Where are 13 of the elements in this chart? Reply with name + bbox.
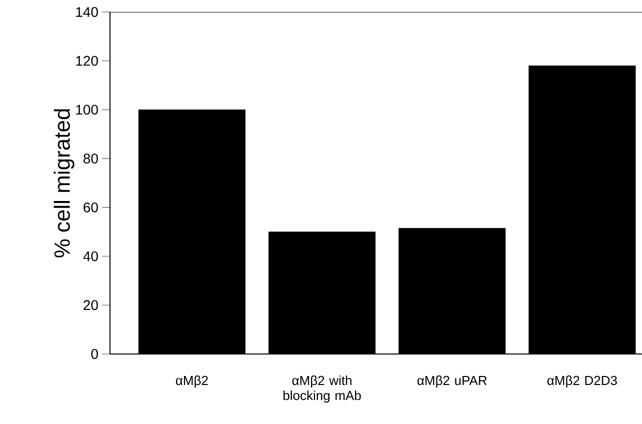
y-tick-label: 100 <box>76 104 98 115</box>
y-tick-label: 40 <box>83 251 98 262</box>
x-tick-label: αMβ2 <box>176 376 208 388</box>
y-tick-label: 140 <box>76 7 98 17</box>
y-tick-label: 120 <box>76 56 98 66</box>
y-axis-title: % cell migrated <box>54 109 74 258</box>
y-tick-label: 80 <box>84 154 98 164</box>
x-tick-label: αMβ2 uPAR <box>417 376 487 388</box>
y-tick-label: 0 <box>91 349 98 359</box>
y-tick-label: 20 <box>84 300 98 310</box>
x-tick-label: αMβ2 D2D3 <box>547 376 617 388</box>
x-tick-label: αMβ2 with blocking mAb <box>283 376 361 403</box>
y-tick-label: 60 <box>84 202 98 212</box>
